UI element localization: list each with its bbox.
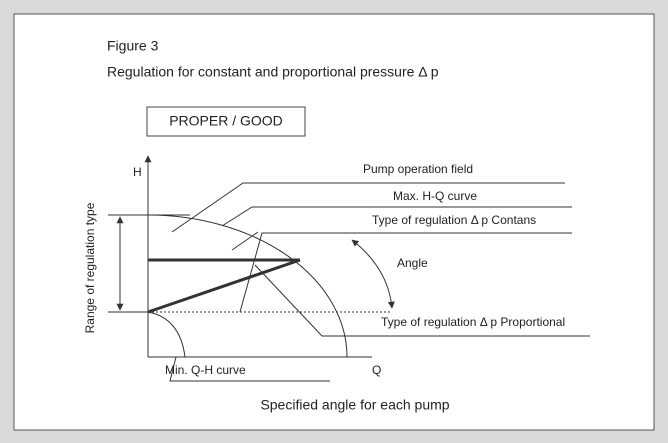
range-label: Range of regulation type bbox=[83, 202, 97, 333]
caption: Regulation for constant and proportional… bbox=[107, 64, 439, 80]
h-label: H bbox=[133, 165, 142, 179]
leader bbox=[221, 206, 572, 227]
proportional-line bbox=[147, 258, 301, 314]
leader bbox=[231, 231, 259, 251]
leader bbox=[171, 182, 565, 233]
callout: Pump operation field bbox=[363, 162, 473, 176]
callout: Angle bbox=[397, 256, 428, 270]
callout: Type of regulation Δ p Contans bbox=[372, 213, 536, 227]
angle-arc bbox=[351, 239, 395, 309]
leader bbox=[239, 232, 572, 313]
badge: PROPER / GOOD bbox=[169, 113, 283, 129]
callout: Min. Q-H curve bbox=[165, 363, 246, 377]
q-label: Q bbox=[372, 363, 381, 377]
callout: Max. H-Q curve bbox=[393, 189, 477, 203]
callout: Type of regulation Δ p Proportional bbox=[381, 315, 565, 329]
badge-box bbox=[146, 106, 306, 137]
bottom-caption: Specified angle for each pump bbox=[260, 397, 449, 413]
leader bbox=[169, 356, 330, 382]
min-curve bbox=[147, 311, 186, 358]
leader bbox=[254, 264, 590, 337]
figure-label: Figure 3 bbox=[107, 38, 159, 54]
